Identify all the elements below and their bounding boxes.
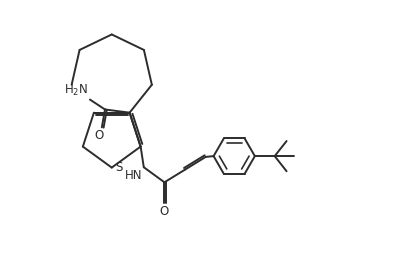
Text: O: O [160, 205, 169, 218]
Text: HN: HN [125, 169, 142, 182]
Text: S: S [116, 161, 123, 174]
Text: H$_2$N: H$_2$N [64, 83, 88, 98]
Text: O: O [94, 129, 103, 142]
